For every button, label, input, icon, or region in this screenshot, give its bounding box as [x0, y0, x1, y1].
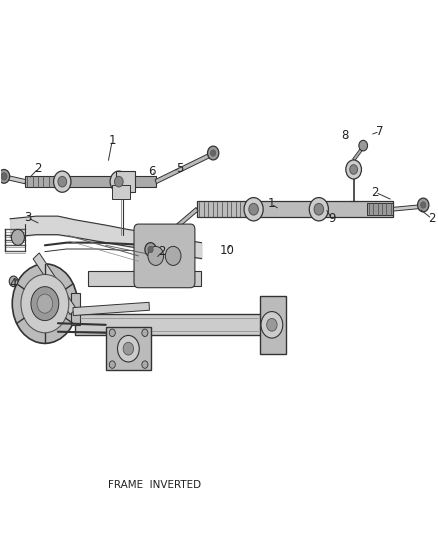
Text: 9: 9	[328, 212, 336, 225]
Circle shape	[114, 176, 123, 187]
Text: 2: 2	[428, 212, 436, 225]
Circle shape	[350, 165, 357, 174]
Polygon shape	[73, 302, 149, 316]
Circle shape	[0, 169, 10, 183]
Circle shape	[359, 140, 367, 151]
Text: 10: 10	[219, 244, 234, 257]
Circle shape	[1, 173, 7, 180]
Polygon shape	[6, 175, 26, 184]
Circle shape	[53, 171, 71, 192]
Circle shape	[37, 294, 53, 313]
Circle shape	[267, 318, 277, 331]
Text: 1: 1	[109, 134, 116, 147]
Circle shape	[148, 246, 164, 265]
Text: 2: 2	[159, 245, 166, 258]
Circle shape	[142, 361, 148, 368]
Circle shape	[165, 246, 181, 265]
Circle shape	[142, 329, 148, 336]
Circle shape	[148, 246, 153, 253]
Text: 1: 1	[267, 197, 275, 211]
Circle shape	[9, 276, 18, 287]
Polygon shape	[353, 148, 362, 161]
Text: 2: 2	[35, 162, 42, 175]
Circle shape	[31, 287, 59, 320]
Circle shape	[12, 264, 78, 343]
FancyBboxPatch shape	[134, 224, 195, 288]
Circle shape	[21, 274, 69, 333]
Circle shape	[249, 204, 258, 215]
FancyBboxPatch shape	[106, 327, 152, 370]
FancyBboxPatch shape	[112, 185, 130, 199]
Circle shape	[145, 243, 156, 256]
Text: 7: 7	[376, 125, 384, 138]
Circle shape	[208, 146, 219, 160]
Circle shape	[261, 312, 283, 338]
Polygon shape	[152, 207, 198, 248]
Polygon shape	[367, 204, 393, 215]
Circle shape	[314, 204, 324, 215]
Polygon shape	[197, 201, 393, 217]
Text: 5: 5	[176, 162, 184, 175]
Circle shape	[123, 342, 134, 355]
Polygon shape	[392, 205, 421, 211]
Polygon shape	[71, 293, 80, 325]
Circle shape	[109, 361, 115, 368]
Circle shape	[417, 198, 429, 212]
Text: 6: 6	[148, 165, 155, 177]
Circle shape	[420, 202, 426, 208]
Polygon shape	[88, 271, 201, 286]
Circle shape	[109, 329, 115, 336]
Circle shape	[117, 335, 139, 362]
Polygon shape	[75, 314, 262, 335]
Polygon shape	[25, 176, 156, 188]
Circle shape	[211, 150, 216, 156]
Text: 3: 3	[24, 211, 31, 224]
Circle shape	[244, 198, 263, 221]
Polygon shape	[33, 253, 76, 314]
Circle shape	[58, 176, 67, 187]
Circle shape	[110, 171, 127, 192]
Text: 8: 8	[341, 128, 349, 141]
Circle shape	[346, 160, 361, 179]
Circle shape	[309, 198, 328, 221]
FancyBboxPatch shape	[260, 296, 286, 354]
Polygon shape	[155, 153, 211, 184]
Text: 4: 4	[10, 277, 18, 290]
Text: 2: 2	[371, 186, 379, 199]
Text: FRAME  INVERTED: FRAME INVERTED	[108, 480, 201, 490]
Circle shape	[11, 229, 25, 245]
FancyBboxPatch shape	[116, 171, 135, 192]
